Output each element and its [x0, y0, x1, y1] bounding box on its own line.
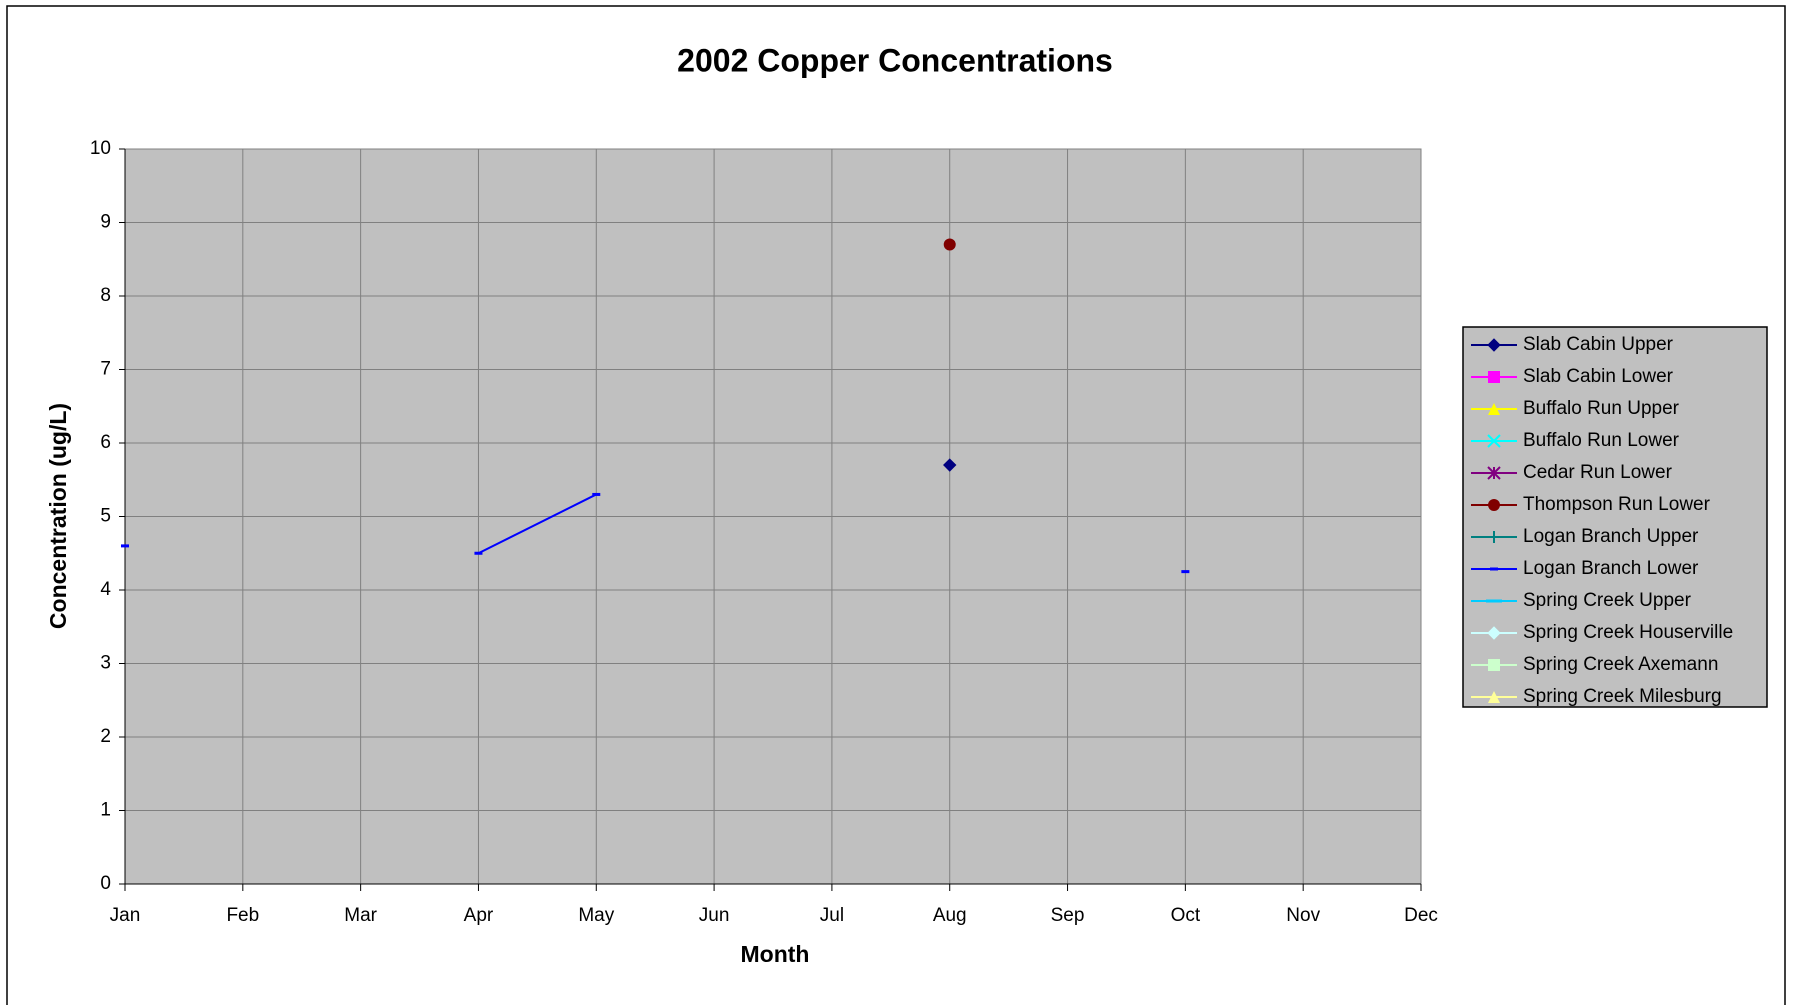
marker [943, 458, 957, 472]
y-tick-label: 1 [100, 800, 111, 821]
y-axis-label: Concentration (ug/L) [45, 403, 71, 629]
legend-label: Spring Creek Upper [1523, 590, 1692, 611]
marker [1490, 567, 1498, 571]
x-tick-label: May [578, 905, 614, 926]
marker [592, 492, 601, 496]
marker [1488, 691, 1500, 703]
x-tick-label: Jul [820, 905, 844, 926]
legend-label: Logan Branch Upper [1523, 526, 1699, 547]
legend-label: Spring Creek Houserville [1523, 622, 1733, 643]
marker [1488, 371, 1500, 383]
marker [474, 551, 483, 555]
legend-label: Spring Creek Milesburg [1523, 686, 1722, 707]
marker [1488, 659, 1500, 671]
x-tick-label: Apr [464, 905, 494, 926]
marker [1488, 403, 1500, 415]
marker [1181, 570, 1190, 574]
x-tick-label: Mar [344, 905, 377, 926]
x-tick-label: Oct [1171, 905, 1201, 926]
y-tick-label: 9 [100, 212, 111, 233]
y-tick-label: 3 [100, 653, 111, 674]
y-tick-label: 7 [100, 359, 111, 380]
marker [1486, 599, 1502, 603]
legend-label: Buffalo Run Lower [1523, 430, 1680, 451]
chart-title: 2002 Copper Concentrations [677, 42, 1113, 78]
x-tick-label: Dec [1404, 905, 1438, 926]
legend-label: Buffalo Run Upper [1523, 398, 1680, 419]
x-tick-label: Jan [110, 905, 141, 926]
legend-label: Slab Cabin Upper [1523, 334, 1674, 355]
y-tick-label: 0 [100, 873, 111, 894]
x-tick-label: Nov [1286, 905, 1320, 926]
x-tick-label: Sep [1051, 905, 1085, 926]
marker [1488, 531, 1500, 543]
marker [1487, 434, 1501, 448]
legend-label: Cedar Run Lower [1523, 462, 1673, 483]
x-tick-label: Aug [933, 905, 967, 926]
legend-label: Thompson Run Lower [1523, 494, 1711, 515]
marker [1487, 338, 1501, 352]
y-tick-label: 10 [90, 138, 111, 159]
x-tick-label: Feb [226, 905, 259, 926]
legend-label: Spring Creek Axemann [1523, 654, 1718, 675]
marker [121, 544, 129, 548]
legend [1462, 326, 1768, 708]
x-tick-label: Jun [699, 905, 730, 926]
marker [1488, 499, 1500, 511]
y-tick-label: 6 [100, 432, 111, 453]
y-tick-label: 4 [100, 579, 111, 600]
y-tick-label: 2 [100, 726, 111, 747]
marker [1487, 466, 1501, 480]
legend-label: Slab Cabin Lower [1523, 366, 1674, 387]
marker [1487, 626, 1501, 640]
y-tick-label: 5 [100, 506, 111, 527]
y-tick-label: 8 [100, 285, 111, 306]
marker [943, 238, 956, 251]
x-axis-label: Month [741, 941, 810, 967]
legend-label: Logan Branch Lower [1523, 558, 1699, 579]
